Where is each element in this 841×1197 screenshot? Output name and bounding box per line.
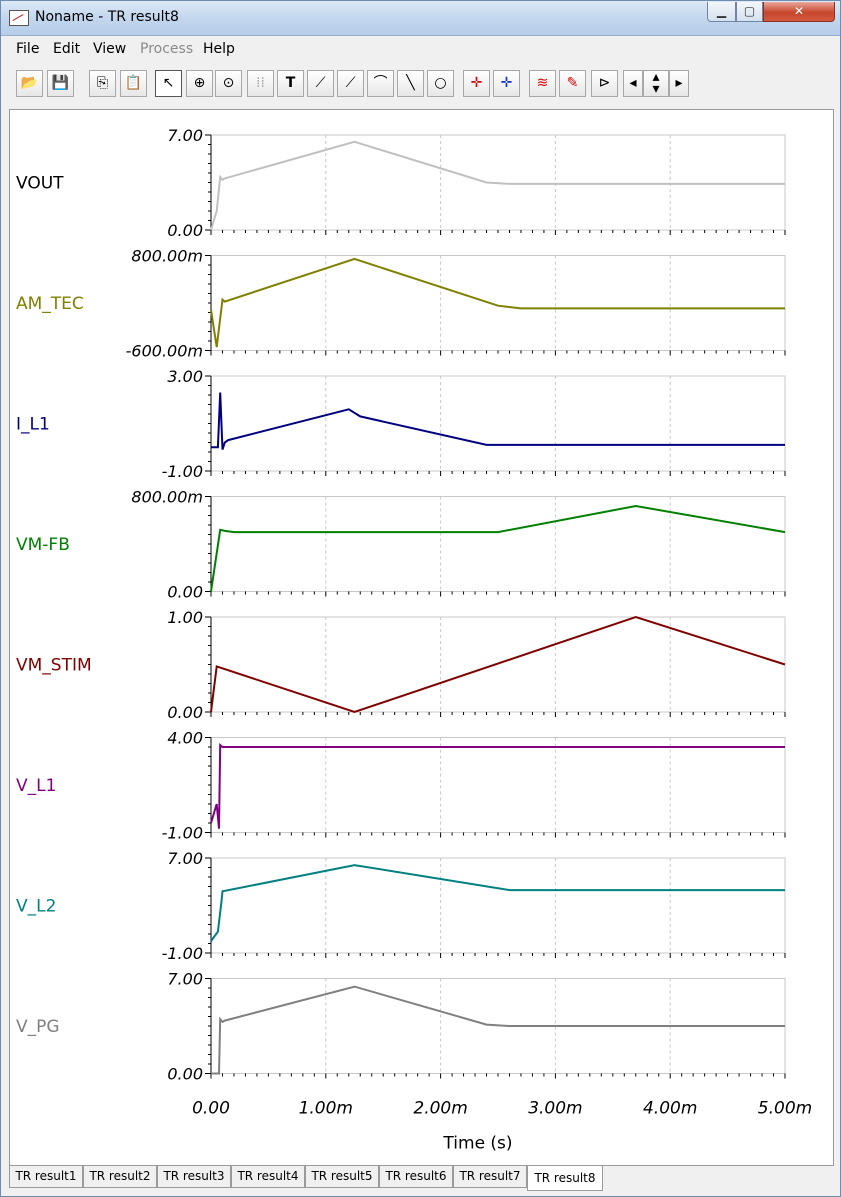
series-label: VOUT [16, 174, 64, 194]
y-max-label: 7.00 [167, 849, 203, 868]
scroll-left-icon[interactable]: ◂ [623, 70, 643, 97]
series-line [211, 985, 785, 1075]
y-min-label: -600.00m [126, 342, 203, 361]
zoom-in-icon[interactable]: ⊕ [186, 70, 213, 97]
add-trace-icon[interactable]: ≋ [529, 70, 556, 97]
line-tool-icon[interactable]: ╲ [397, 70, 424, 97]
open-folder-icon[interactable]: 📂 [16, 70, 43, 97]
y-max-label: 4.00 [167, 729, 203, 748]
scroll-updown-icon[interactable]: ▴ ▾ [643, 70, 669, 97]
copy-icon[interactable]: ⎘ [89, 70, 116, 97]
y-min-label: -1.00 [162, 824, 203, 843]
y-min-label: 0.00 [167, 1065, 203, 1084]
menu-bar: File Edit View Process Help [9, 38, 834, 60]
zoom-100-icon[interactable]: ⊙ [215, 70, 242, 97]
y-min-label: 0.00 [167, 221, 203, 240]
series-label: I_L1 [16, 415, 50, 435]
tab-tr-result6[interactable]: TR result6 [379, 1166, 453, 1188]
window-title: Noname - TR result8 [35, 9, 179, 25]
series-line [210, 257, 785, 348]
series-line [210, 743, 785, 829]
y-max-label: 7.00 [167, 970, 203, 989]
menu-view[interactable]: View [93, 41, 127, 57]
cursor-b-icon[interactable]: ⟋ [337, 70, 364, 97]
curve-tool-icon[interactable]: ⌒ [367, 70, 394, 97]
menu-file[interactable]: File [16, 41, 40, 57]
text-icon[interactable]: T [277, 70, 304, 97]
plot-frame [210, 255, 786, 351]
tab-tr-result4[interactable]: TR result4 [231, 1166, 305, 1188]
result-tabs: TR result1 TR result2 TR result3 TR resu… [9, 1166, 834, 1192]
tab-tr-result2[interactable]: TR result2 [83, 1166, 157, 1188]
y-max-label: 1.00 [167, 608, 203, 627]
waveform-chart[interactable]: 7.00 0.00 VOUT 800.00m -600.00m AM_TEC 3.00 -1.… [10, 110, 833, 1165]
x-tick-label: 4.00m [643, 1099, 697, 1119]
series-label: V_L2 [16, 897, 56, 917]
series-label: VM-FB [16, 535, 70, 555]
tab-tr-result1[interactable]: TR result1 [9, 1166, 83, 1188]
pointer-icon[interactable]: ↖ [155, 70, 182, 97]
y-max-label: 7.00 [167, 126, 203, 145]
flag-icon[interactable]: ⊳ [591, 70, 618, 97]
cursor-a-icon[interactable]: ⟋ [307, 70, 334, 97]
series-line [211, 392, 785, 450]
cursor-b-blue-icon[interactable]: ✛ [493, 70, 520, 97]
x-tick-label: 2.00m [413, 1099, 467, 1119]
plot-frame [210, 857, 786, 954]
plot-frame [210, 737, 786, 833]
tab-tr-result3[interactable]: TR result3 [157, 1166, 231, 1188]
x-tick-label: 3.00m [528, 1099, 582, 1119]
x-tick-label: 0.00 [192, 1099, 230, 1119]
circle-tool-icon[interactable]: ○ [427, 70, 454, 97]
series-label: VM_STIM [16, 656, 92, 676]
series-label: V_PG [16, 1017, 60, 1037]
menu-help[interactable]: Help [203, 41, 235, 57]
series-line [210, 504, 786, 592]
plot-frame [210, 496, 786, 592]
title-bar[interactable]: Noname - TR result8 ▁ ▢ ✕ [1, 1, 840, 36]
app-icon [9, 10, 29, 26]
tab-tr-result7[interactable]: TR result7 [453, 1166, 527, 1188]
close-button[interactable]: ✕ [763, 2, 835, 22]
y-max-label: 800.00m [131, 247, 203, 266]
x-tick-label: 1.00m [299, 1099, 353, 1119]
y-min-label: -1.00 [162, 462, 203, 481]
paste-icon[interactable]: 📋 [120, 70, 147, 97]
toolbar: 📂 💾 ⎘ 📋 ↖ ⊕ ⊙ ⁞⁞ T ⟋ ⟋ ⌒ ╲ ○ ✛ ✛ ≋ ✎ ⊳ ◂… [9, 67, 834, 103]
menu-edit[interactable]: Edit [53, 41, 81, 57]
menu-process[interactable]: Process [140, 41, 194, 57]
probe-icon[interactable]: ✎ [559, 70, 586, 97]
y-min-label: -1.00 [162, 944, 203, 963]
y-max-label: 800.00m [131, 488, 203, 507]
tab-tr-result8[interactable]: TR result8 [527, 1166, 603, 1191]
y-min-label: 0.00 [167, 583, 203, 602]
series-label: V_L1 [16, 776, 56, 796]
y-min-label: 0.00 [167, 703, 203, 722]
x-axis-title: Time (s) [442, 1134, 512, 1154]
y-max-label: 3.00 [167, 367, 203, 386]
series-label: AM_TEC [16, 294, 84, 314]
minimize-button[interactable]: ▁ [707, 2, 736, 22]
series-line [210, 615, 786, 714]
maximize-button[interactable]: ▢ [736, 2, 763, 22]
save-disk-icon[interactable]: 💾 [47, 70, 74, 97]
waveform-plot-area[interactable]: 7.00 0.00 VOUT 800.00m -600.00m AM_TEC 3.00 -1.… [9, 109, 834, 1166]
tab-tr-result5[interactable]: TR result5 [305, 1166, 379, 1188]
x-tick-label: 5.00m [758, 1099, 812, 1119]
series-line [210, 140, 785, 231]
series-line [210, 864, 785, 942]
cursor-a-red-icon[interactable]: ✛ [463, 70, 490, 97]
grid-icon[interactable]: ⁞⁞ [247, 70, 274, 97]
scroll-right-icon[interactable]: ▸ [669, 70, 689, 97]
